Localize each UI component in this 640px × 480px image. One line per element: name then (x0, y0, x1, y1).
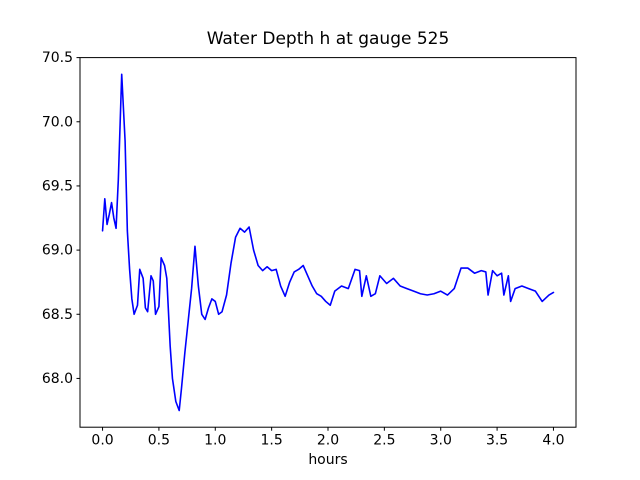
y-tick-label: 70.5 (42, 50, 73, 66)
x-tick-label: 0.5 (148, 433, 170, 449)
plot-group: 0.0 0.5 1.0 1.5 2.0 2.5 3.0 3.5 4.0 68.0 68.5 69.0 6… (42, 50, 577, 449)
x-tick-label: 1.5 (261, 433, 283, 449)
x-tick-label: 2.5 (373, 433, 395, 449)
y-tick-label: 70.0 (42, 114, 73, 130)
chart-title: Water Depth h at gauge 525 (207, 29, 450, 49)
y-tick-label: 68.5 (42, 307, 73, 323)
x-tick-label: 1.0 (204, 433, 226, 449)
x-axis-label: hours (308, 452, 347, 468)
x-tick-label: 4.0 (542, 433, 564, 449)
data-line-water-depth (101, 73, 555, 412)
y-tick-label: 69.5 (42, 178, 73, 194)
x-tick-label: 0.0 (91, 433, 113, 449)
x-tick-label: 3.0 (430, 433, 452, 449)
y-tick-label: 69.0 (42, 243, 73, 259)
axes-frame (79, 57, 577, 428)
x-tick-label: 2.0 (317, 433, 339, 449)
x-tick-label: 3.5 (486, 433, 508, 449)
y-tick-label: 68.0 (42, 371, 73, 387)
